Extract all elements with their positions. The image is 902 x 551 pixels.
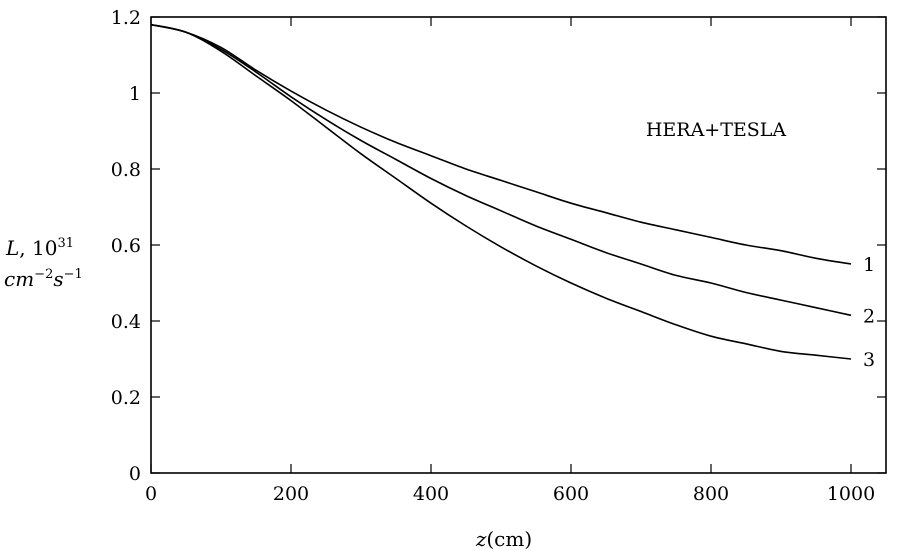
series-label-2: 2: [863, 305, 875, 327]
plot-frame: [150, 16, 887, 474]
y-axis-label-line2: cm−2s−1: [4, 267, 83, 291]
series-label-1: 1: [863, 254, 875, 276]
x-axis-label: z(cm): [475, 527, 532, 551]
series-line-2: [150, 23, 852, 317]
series-line-3: [150, 23, 852, 360]
y-axis-unit-s: s: [53, 267, 63, 291]
y-tick-label: 0.6: [111, 235, 141, 257]
y-tick-label: 0.2: [111, 387, 141, 409]
y-axis-variable: L: [5, 236, 19, 260]
x-tick-label: 800: [693, 483, 729, 505]
y-tick-label: 0: [129, 463, 141, 485]
y-axis-unit-cm-exponent: −2: [34, 267, 53, 282]
series-label-3: 3: [863, 349, 875, 371]
x-tick-label: 400: [413, 483, 449, 505]
y-axis-scale-exponent: 31: [57, 236, 74, 251]
x-axis-unit: (cm): [486, 527, 532, 551]
y-tick-label: 0.4: [111, 311, 141, 333]
y-tick-label: 0.8: [111, 159, 141, 181]
chart-annotation: HERA+TESLA: [646, 119, 787, 141]
y-axis-unit-cm: cm: [4, 267, 34, 291]
y-axis-unit-s-exponent: −1: [64, 267, 83, 282]
x-tick-label: 200: [273, 483, 309, 505]
series-lines: 1 2 3: [150, 23, 875, 371]
y-axis-label-line1: L, 1031: [5, 236, 74, 260]
x-tick-label: 600: [553, 483, 589, 505]
series-line-1: [150, 23, 852, 265]
x-tick-label: 0: [145, 483, 157, 505]
ticks: 0 200 400 600 800 1000 0 0.2 0.4 0.6 0.8 1 1.2: [111, 7, 886, 505]
x-tick-label: 1000: [827, 483, 875, 505]
y-tick-label: 1: [129, 83, 141, 105]
axes: [150, 16, 887, 474]
x-axis-variable: z: [475, 527, 487, 551]
y-tick-label: 1.2: [111, 7, 141, 29]
y-axis-scale: , 10: [19, 236, 57, 260]
